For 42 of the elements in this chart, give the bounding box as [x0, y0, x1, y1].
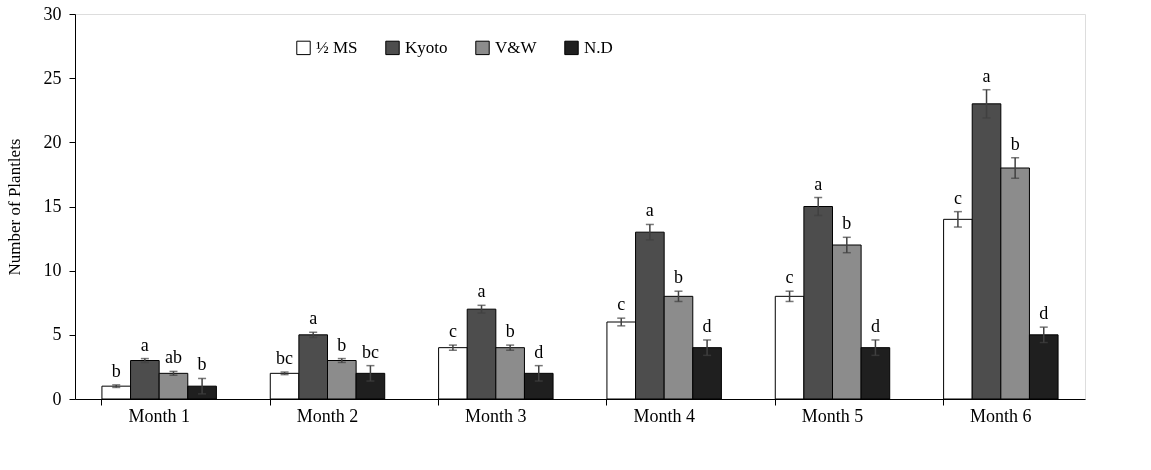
legend-label: Kyoto: [405, 37, 448, 57]
data-label: a: [814, 173, 823, 194]
y-tick-label: 10: [43, 260, 62, 281]
data-label: b: [337, 334, 347, 355]
legend-label: N.D: [584, 37, 613, 57]
y-tick-label: 15: [43, 196, 62, 216]
data-label: b: [842, 213, 852, 234]
data-label: b: [111, 360, 121, 381]
data-label: d: [534, 341, 544, 362]
data-label: b: [673, 267, 683, 288]
x-tick-label: Month 4: [633, 405, 695, 426]
x-tick-label: Month 6: [970, 405, 1032, 426]
data-label: b: [505, 321, 515, 342]
x-tick-label: Month 2: [296, 405, 359, 426]
legend-label: ½ MS: [316, 37, 358, 57]
data-label: c: [785, 267, 794, 288]
y-tick-label: 5: [52, 324, 62, 345]
y-tick-label: 0: [52, 388, 62, 409]
data-label: b: [1010, 133, 1020, 154]
y-tick-label: 25: [43, 67, 62, 88]
x-tick-label: Month 1: [128, 405, 190, 426]
y-axis-title: Number of Plantlets: [4, 138, 24, 276]
x-tick-label: Month 3: [465, 405, 527, 426]
data-label: bc: [276, 348, 294, 369]
data-label: d: [702, 315, 712, 336]
data-label: a: [982, 65, 991, 86]
y-tick-label: 20: [43, 131, 62, 152]
x-tick-label: Month 5: [801, 405, 864, 426]
data-label: d: [1039, 303, 1049, 324]
data-label: c: [617, 294, 626, 315]
data-label: bc: [361, 341, 379, 362]
data-label: d: [870, 315, 880, 336]
data-label: b: [197, 354, 207, 375]
y-tick-label: 30: [43, 3, 62, 24]
data-label: ab: [164, 347, 182, 368]
data-label: c: [953, 187, 962, 208]
data-label: a: [645, 200, 654, 221]
data-label: a: [309, 308, 318, 329]
data-label: a: [140, 334, 149, 355]
legend-label: V&W: [495, 37, 538, 57]
data-label: c: [448, 321, 457, 342]
data-label: a: [477, 281, 486, 302]
